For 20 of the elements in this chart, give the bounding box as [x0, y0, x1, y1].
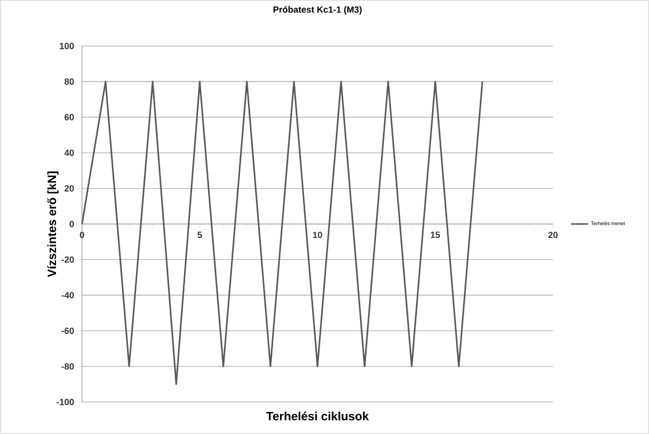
y-tick-label: -20: [62, 256, 74, 263]
x-tick-label: 15: [430, 232, 440, 238]
x-tick-label: 20: [548, 232, 558, 238]
chart-title: Próbatest Kc1-1 (M3): [274, 6, 362, 14]
y-tick-label: 80: [64, 78, 74, 85]
y-tick-label: -60: [62, 328, 74, 334]
y-tick-label: 60: [64, 114, 74, 120]
x-tick-label: 0: [80, 232, 84, 238]
y-tick-label: 20: [64, 185, 74, 192]
y-tick-label: -40: [62, 292, 74, 298]
y-tick-label: -100: [56, 398, 74, 406]
y-tick-label: 100: [60, 42, 74, 50]
x-tick-label: 5: [198, 232, 202, 238]
x-axis-title: Terhelési ciklusok: [266, 412, 369, 420]
y-tick-label: -80: [62, 363, 74, 370]
x-tick-label: 10: [313, 232, 322, 238]
line-series: [81, 80, 484, 385]
y-tick-label: 0: [70, 220, 74, 228]
y-tick-label: 40: [64, 150, 74, 156]
y-axis-title: Vízszintes erő [kN]: [47, 172, 58, 278]
